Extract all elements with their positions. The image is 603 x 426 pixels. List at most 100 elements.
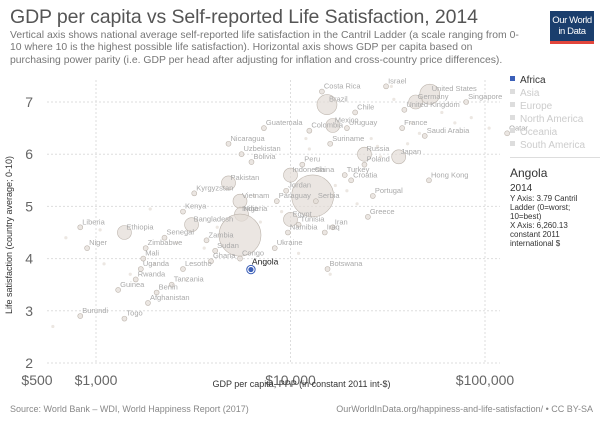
data-point-costa-rica[interactable] — [319, 88, 325, 95]
data-point-unlabelled[interactable] — [252, 194, 256, 198]
data-point-chile[interactable] — [352, 109, 358, 116]
data-point-unlabelled[interactable] — [487, 126, 491, 130]
footer-url[interactable]: OurWorldInData.org/happiness-and-life-sa… — [336, 404, 593, 414]
data-point-guinea[interactable] — [115, 287, 121, 293]
data-point-singapore[interactable] — [463, 99, 469, 105]
data-point-sudan[interactable] — [212, 247, 218, 254]
data-point-tanzania[interactable] — [168, 281, 175, 288]
legend-item-north-america[interactable]: North America — [510, 113, 602, 126]
data-point-turkey[interactable] — [341, 172, 348, 178]
data-point-unlabelled[interactable] — [328, 272, 332, 276]
data-point-unlabelled[interactable] — [64, 236, 68, 240]
data-point-unlabelled[interactable] — [215, 225, 219, 229]
data-point-serbia[interactable] — [313, 198, 319, 204]
data-point-greece[interactable] — [365, 214, 371, 220]
data-point-zambia[interactable] — [203, 237, 210, 244]
data-point-unlabelled[interactable] — [333, 183, 337, 188]
data-point-unlabelled[interactable] — [128, 272, 132, 276]
data-point-unlabelled[interactable] — [304, 136, 308, 141]
data-point-unlabelled[interactable] — [406, 142, 410, 146]
data-point-uruguay[interactable] — [344, 125, 350, 131]
data-point-unlabelled[interactable] — [98, 228, 102, 232]
data-point-jordan[interactable] — [283, 187, 289, 194]
data-point-hong-kong[interactable] — [426, 177, 432, 184]
data-point-china[interactable] — [291, 174, 334, 218]
data-point-ghana[interactable] — [208, 258, 214, 265]
data-point-colombia[interactable] — [306, 127, 313, 134]
data-point-unlabelled[interactable] — [51, 324, 55, 329]
data-point-saudi-arabia[interactable] — [421, 133, 428, 139]
data-point-suriname[interactable] — [327, 140, 334, 147]
data-point-afghanistan[interactable] — [145, 300, 151, 306]
data-point-peru[interactable] — [299, 161, 306, 168]
data-point-namibia[interactable] — [285, 229, 291, 236]
data-point-indonesia[interactable] — [283, 167, 298, 183]
legend-item-asia[interactable]: Asia — [510, 87, 602, 100]
data-point-kenya[interactable] — [180, 208, 186, 215]
data-point-liberia[interactable] — [77, 224, 84, 231]
data-point-portugal[interactable] — [370, 193, 376, 199]
data-point-unlabelled[interactable] — [389, 84, 393, 88]
data-point-poland[interactable] — [361, 161, 368, 168]
data-point-unlabelled[interactable] — [148, 207, 152, 211]
data-point-pakistan[interactable] — [221, 175, 236, 191]
data-point-unlabelled[interactable] — [469, 116, 473, 120]
data-point-unlabelled[interactable] — [152, 262, 157, 266]
data-point-iran[interactable] — [330, 224, 336, 231]
data-point-uganda[interactable] — [138, 266, 144, 272]
data-point-kyrgyzstan[interactable] — [191, 190, 198, 197]
legend-item-africa[interactable]: Africa — [510, 74, 602, 87]
data-point-unlabelled[interactable] — [453, 121, 457, 125]
data-point-benin[interactable] — [153, 289, 160, 296]
owid-logo[interactable]: Our World in Data — [550, 11, 594, 44]
data-point-niger[interactable] — [84, 245, 90, 251]
data-point-unlabelled[interactable] — [392, 97, 396, 101]
data-point-mali[interactable] — [140, 255, 147, 262]
data-point-france[interactable] — [399, 125, 405, 131]
legend-item-europe[interactable]: Europe — [510, 100, 602, 113]
footer-source[interactable]: Source: World Bank – WDI, World Happines… — [10, 404, 249, 414]
data-point-togo[interactable] — [121, 315, 128, 322]
data-point-uzbekistan[interactable] — [238, 151, 245, 157]
data-point-unlabelled[interactable] — [202, 246, 206, 250]
data-point-croatia[interactable] — [348, 177, 354, 184]
data-point-egypt[interactable] — [283, 212, 298, 227]
data-point-tunisia[interactable] — [295, 221, 302, 228]
data-point-bangladesh[interactable] — [184, 217, 199, 232]
highlighted-point-group[interactable]: Angola — [246, 257, 279, 275]
data-point-unlabelled[interactable] — [355, 202, 359, 206]
data-point-guatemala[interactable] — [261, 125, 267, 131]
data-point-paraguay[interactable] — [273, 198, 280, 204]
data-point-burundi[interactable] — [77, 313, 84, 319]
data-point-israel[interactable] — [383, 83, 389, 90]
data-point-rwanda[interactable] — [132, 276, 139, 283]
data-point-unlabelled[interactable] — [307, 147, 311, 151]
data-point-bolivia[interactable] — [248, 159, 255, 165]
data-point-iraq[interactable] — [321, 229, 328, 236]
data-point-unlabelled[interactable] — [410, 121, 414, 125]
legend-item-oceania[interactable]: Oceania — [510, 126, 602, 139]
data-point-zimbabwe[interactable] — [142, 245, 149, 251]
data-point-russia[interactable] — [357, 146, 372, 162]
data-point-germany[interactable] — [408, 94, 423, 110]
data-point-unlabelled[interactable] — [296, 251, 301, 255]
data-point-mexico[interactable] — [325, 118, 341, 133]
data-point-unlabelled[interactable] — [258, 220, 262, 224]
data-point-botswana[interactable] — [324, 266, 331, 272]
data-point-qatar[interactable] — [504, 130, 510, 137]
data-point-angola[interactable] — [248, 266, 254, 273]
data-point-ethiopia[interactable] — [117, 225, 132, 240]
data-point-unlabelled[interactable] — [417, 131, 422, 135]
data-point-ukraine[interactable] — [271, 245, 278, 251]
data-point-brazil[interactable] — [316, 94, 338, 115]
data-point-unlabelled[interactable] — [345, 189, 349, 193]
data-point-unlabelled[interactable] — [369, 136, 373, 141]
data-point-unlabelled[interactable] — [317, 168, 321, 172]
data-point-unlabelled[interactable] — [440, 110, 444, 115]
data-point-unlabelled[interactable] — [378, 155, 383, 159]
data-point-lesotho[interactable] — [180, 266, 186, 272]
data-point-unlabelled[interactable] — [280, 210, 284, 214]
data-point-unlabelled[interactable] — [184, 277, 188, 282]
data-point-unlabelled[interactable] — [175, 241, 179, 245]
